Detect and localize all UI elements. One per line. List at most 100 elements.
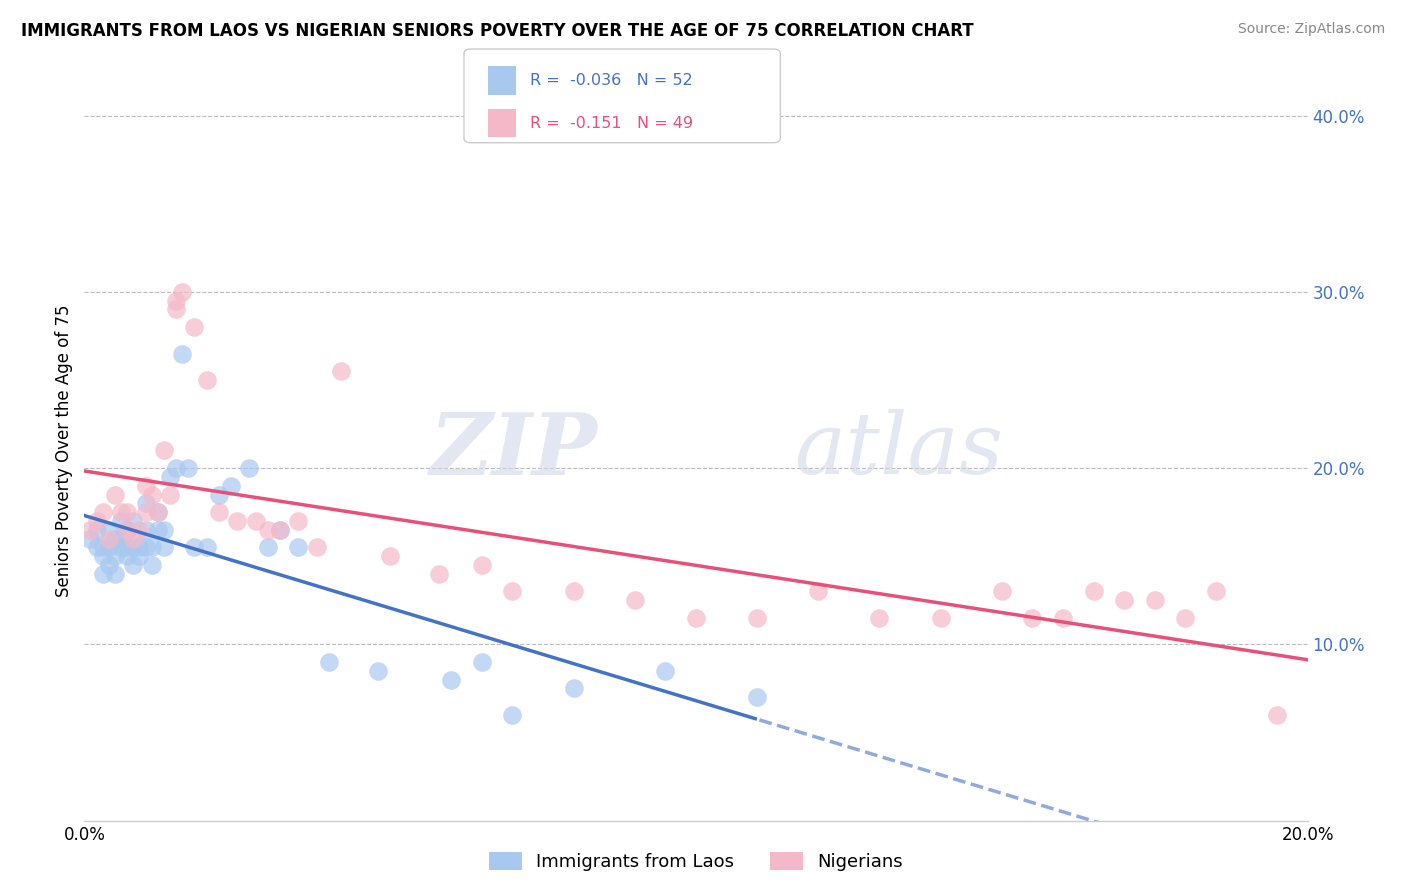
Point: [153, 523, 176, 537]
Point: [807, 584, 830, 599]
Text: atlas: atlas: [794, 409, 1002, 491]
Point: [104, 487, 127, 501]
Point: [141, 541, 163, 555]
Point: [685, 611, 707, 625]
Point: [269, 523, 291, 537]
Point: [1021, 611, 1043, 625]
Point: [269, 523, 291, 537]
Point: [115, 541, 138, 555]
Point: [86, 523, 108, 537]
Point: [238, 461, 260, 475]
Point: [165, 293, 187, 308]
Point: [146, 505, 169, 519]
Point: [502, 707, 524, 722]
Point: [135, 541, 157, 555]
Point: [128, 541, 150, 555]
Point: [562, 584, 585, 599]
Point: [287, 541, 309, 555]
Point: [471, 558, 494, 572]
Point: [624, 593, 647, 607]
Point: [1083, 584, 1105, 599]
Point: [165, 302, 187, 317]
Point: [86, 541, 108, 555]
Point: [146, 523, 169, 537]
Point: [97, 558, 120, 572]
Point: [208, 505, 231, 519]
Point: [110, 532, 132, 546]
Point: [208, 487, 231, 501]
Point: [1205, 584, 1227, 599]
Point: [471, 655, 494, 669]
Point: [153, 541, 176, 555]
Point: [929, 611, 952, 625]
Text: R =  -0.036   N = 52: R = -0.036 N = 52: [530, 73, 693, 88]
Point: [226, 514, 249, 528]
Point: [991, 584, 1014, 599]
Point: [1174, 611, 1197, 625]
Point: [115, 523, 138, 537]
Point: [110, 505, 132, 519]
Point: [122, 558, 145, 572]
Y-axis label: Seniors Poverty Over the Age of 75: Seniors Poverty Over the Age of 75: [55, 304, 73, 597]
Point: [86, 514, 108, 528]
Point: [110, 514, 132, 528]
Point: [195, 541, 218, 555]
Point: [97, 523, 120, 537]
Point: [115, 523, 138, 537]
Point: [135, 479, 157, 493]
Point: [183, 541, 205, 555]
Point: [115, 549, 138, 564]
Point: [219, 479, 242, 493]
Point: [146, 505, 169, 519]
Point: [165, 461, 187, 475]
Point: [104, 549, 127, 564]
Point: [79, 532, 101, 546]
Point: [183, 320, 205, 334]
Point: [91, 505, 114, 519]
Point: [122, 514, 145, 528]
Point: [747, 611, 769, 625]
Point: [654, 664, 676, 678]
Point: [195, 373, 218, 387]
Point: [122, 541, 145, 555]
Point: [128, 523, 150, 537]
Point: [747, 690, 769, 705]
Point: [1143, 593, 1166, 607]
Point: [305, 541, 328, 555]
Point: [122, 532, 145, 546]
Point: [172, 346, 194, 360]
Point: [330, 364, 353, 378]
Point: [177, 461, 200, 475]
Point: [257, 523, 280, 537]
Point: [427, 566, 450, 581]
Point: [257, 541, 280, 555]
Text: IMMIGRANTS FROM LAOS VS NIGERIAN SENIORS POVERTY OVER THE AGE OF 75 CORRELATION : IMMIGRANTS FROM LAOS VS NIGERIAN SENIORS…: [21, 22, 974, 40]
Point: [91, 566, 114, 581]
Point: [159, 470, 181, 484]
Point: [380, 549, 402, 564]
Point: [104, 566, 127, 581]
Legend: Immigrants from Laos, Nigerians: Immigrants from Laos, Nigerians: [482, 845, 910, 879]
Point: [367, 664, 389, 678]
Point: [869, 611, 891, 625]
Text: Source: ZipAtlas.com: Source: ZipAtlas.com: [1237, 22, 1385, 37]
Point: [440, 673, 463, 687]
Point: [172, 285, 194, 299]
Point: [97, 532, 120, 546]
Point: [1265, 707, 1288, 722]
Point: [135, 523, 157, 537]
Point: [502, 584, 524, 599]
Point: [91, 541, 114, 555]
Point: [1052, 611, 1074, 625]
Point: [79, 523, 101, 537]
Point: [562, 681, 585, 696]
Point: [135, 496, 157, 510]
Point: [287, 514, 309, 528]
Point: [110, 541, 132, 555]
Point: [135, 505, 157, 519]
Point: [115, 505, 138, 519]
Point: [128, 549, 150, 564]
Point: [97, 541, 120, 555]
Point: [91, 549, 114, 564]
Point: [1114, 593, 1136, 607]
